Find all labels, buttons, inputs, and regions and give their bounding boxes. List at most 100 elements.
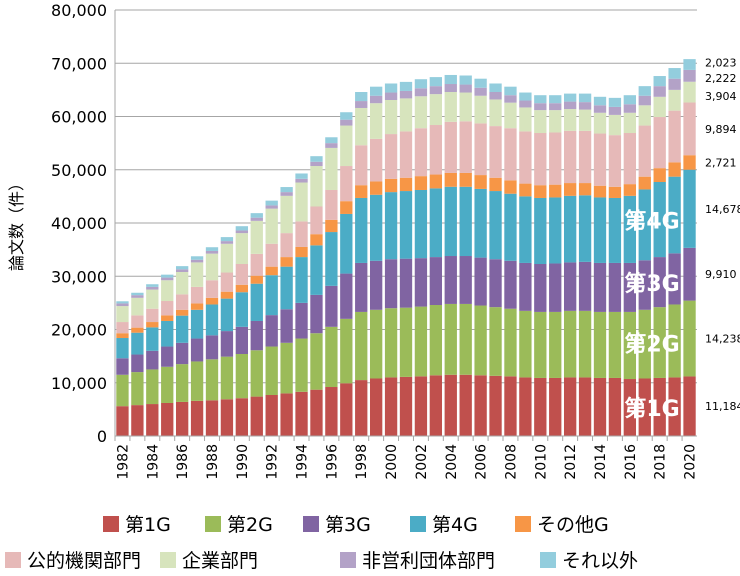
bar-segment: [190, 286, 204, 304]
bar-segment: [310, 389, 323, 436]
bar-segment: [444, 121, 457, 173]
bar-segment: [683, 247, 696, 301]
y-tick-label: 70,000: [51, 54, 107, 73]
bar-segment: [549, 184, 562, 198]
bar-segment: [683, 102, 696, 156]
legend-label: 第1G: [125, 514, 171, 536]
x-tick-label: 2018: [653, 444, 669, 480]
bar-segment: [534, 185, 547, 198]
bar-segment: [116, 333, 129, 339]
bar-segment: [593, 197, 607, 263]
bar-segment: [578, 102, 592, 110]
bar-segment: [310, 234, 323, 246]
bar-segment: [608, 262, 622, 312]
bar-segment: [444, 84, 457, 93]
bar-segment: [459, 374, 472, 436]
bar-segment: [504, 260, 517, 309]
legend: 第1G 第2G 第3G 第4G その他G 公的機関部門 企業部門 非営利団体部門 それ以外: [5, 514, 638, 572]
bar-segment: [563, 183, 577, 196]
bar-segment: [116, 338, 129, 359]
x-tick-label: 1992: [265, 444, 281, 480]
bar-segment: [429, 257, 443, 306]
bar-segment: [638, 260, 651, 310]
bar-segment: [146, 308, 159, 323]
y-tick-label: 80,000: [51, 1, 107, 20]
x-tick-labels: 1982 1984 1986 1988 1990 1992 1994 1996 1998 2000…: [115, 444, 698, 480]
bar-segment: [519, 310, 532, 378]
legend-swatch: [103, 516, 119, 532]
bar-segment: [549, 377, 562, 436]
y-tick-labels: 0 10,000 20,000 30,000 40,000 50,000 60,000 70,…: [51, 1, 107, 446]
bar-segment: [668, 304, 681, 378]
bar-segment: [444, 374, 457, 436]
bar-segment: [116, 406, 129, 436]
bar-segment: [489, 375, 502, 436]
bar-segment: [235, 264, 249, 285]
bar-segment: [593, 105, 607, 113]
bar-segment: [384, 192, 398, 260]
bar-segment: [459, 92, 472, 122]
data-label: 2,023: [705, 57, 737, 70]
bar-segment: [205, 253, 219, 281]
bar-segment: [414, 96, 428, 129]
bar-segment: [280, 192, 293, 196]
bar-segment: [325, 189, 338, 220]
bar-segment: [489, 191, 502, 260]
bar-segment: [608, 135, 622, 187]
bar-segment: [340, 119, 353, 126]
bar-segment: [563, 262, 577, 311]
bars: [116, 59, 696, 436]
bar-segment: [429, 94, 443, 126]
bar-segment: [116, 322, 129, 334]
bar-segment: [235, 353, 249, 399]
bar-segment: [265, 205, 278, 209]
bar-segment: [459, 303, 472, 375]
legend-label: 第3G: [325, 514, 371, 536]
bar-segment: [146, 289, 159, 309]
bar-segment: [161, 315, 174, 321]
bar-segment: [444, 74, 457, 85]
bar-segment: [220, 272, 234, 292]
bar-segment: [638, 86, 651, 96]
bar-segment: [355, 107, 368, 146]
bar-segment: [175, 294, 189, 310]
bar-segment: [384, 308, 398, 378]
data-label: 11,184: [705, 400, 740, 413]
bar-segment: [161, 402, 174, 436]
bar-segment: [578, 93, 592, 103]
x-tick-label: 1998: [354, 444, 370, 480]
bar-segment: [235, 326, 249, 354]
bar-segment: [504, 193, 517, 261]
bar-segment: [295, 257, 308, 303]
data-label: 9,910: [705, 268, 737, 281]
bar-segment: [369, 309, 383, 379]
bar-segment: [638, 378, 651, 436]
bar-segment: [563, 310, 577, 378]
bar-segment: [325, 285, 338, 327]
bar-segment: [355, 262, 368, 312]
bar-segment: [593, 377, 607, 436]
bar-segment: [519, 262, 532, 311]
generation-label: 第4G: [624, 209, 679, 235]
x-tick-label: 2004: [444, 444, 460, 480]
bar-segment: [369, 194, 383, 261]
bar-segment: [474, 95, 487, 124]
bar-segment: [220, 356, 234, 400]
bar-segment: [593, 262, 607, 312]
bar-segment: [131, 327, 144, 333]
bar-segment: [384, 99, 398, 135]
bar-segment: [265, 346, 278, 395]
bar-segment: [325, 326, 338, 388]
bar-segment: [265, 208, 278, 244]
bar-segment: [325, 137, 338, 144]
bar-segment: [265, 275, 278, 316]
bar-segment: [429, 188, 443, 258]
bar-segment: [414, 79, 428, 89]
legend-swatch: [515, 516, 531, 532]
bar-segment: [280, 393, 293, 436]
bar-segment: [414, 258, 428, 307]
bar-segment: [593, 96, 607, 106]
data-label: 14,678: [705, 203, 740, 216]
bar-segment: [325, 147, 338, 190]
